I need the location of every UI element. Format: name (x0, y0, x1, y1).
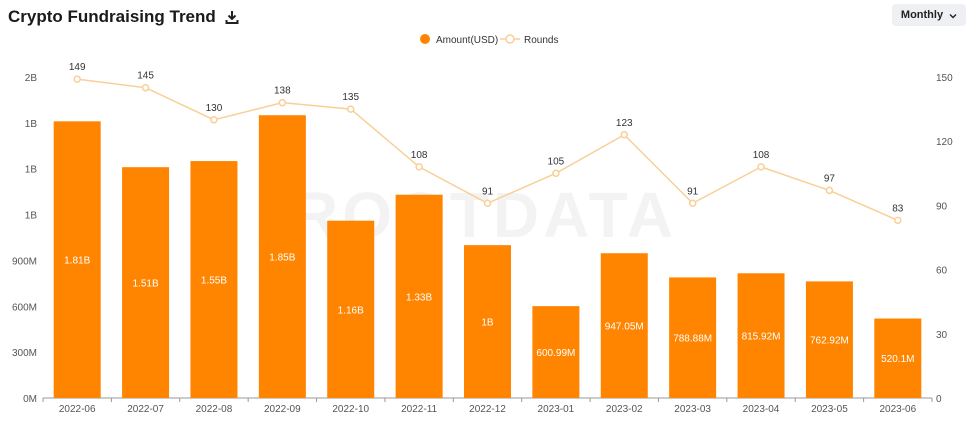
x-tick-label: 2023-03 (674, 404, 711, 415)
rounds-value-label: 83 (892, 203, 904, 214)
bar (532, 306, 580, 398)
rounds-point (757, 163, 765, 171)
y-left-tick-label: 900M (12, 256, 37, 267)
rounds-point (210, 116, 218, 124)
legend-amount-label: Amount(USD) (436, 35, 498, 46)
rounds-point (73, 75, 81, 83)
x-tick-label: 2022-07 (127, 404, 164, 415)
x-tick-label: 2022-11 (401, 404, 437, 415)
y-right-tick-label: 150 (936, 73, 953, 84)
y-left-tick-label: 2B (25, 73, 38, 84)
bar (190, 161, 238, 398)
rounds-value-label: 138 (274, 86, 291, 97)
rounds-value-label: 105 (548, 156, 565, 167)
bar-value-label: 1.55B (201, 276, 227, 287)
period-select[interactable]: Monthly (892, 4, 966, 26)
legend-rounds-marker (505, 34, 515, 44)
x-tick-label: 2023-04 (743, 404, 780, 415)
rounds-point (278, 98, 287, 107)
rounds-value-label: 130 (206, 103, 223, 114)
y-left-tick-label: 0M (23, 394, 37, 405)
y-right-tick-label: 30 (936, 330, 948, 341)
x-tick-label: 2022-12 (469, 404, 506, 415)
rounds-point (620, 131, 629, 139)
rounds-value-label: 108 (753, 150, 770, 161)
bar (395, 194, 443, 398)
rounds-point (688, 199, 697, 208)
bar (805, 281, 853, 398)
bar (464, 245, 511, 398)
x-tick-label: 2023-05 (811, 404, 848, 415)
x-tick-label: 2022-10 (332, 404, 369, 415)
rounds-value-label: 91 (687, 186, 699, 197)
chart-title: Crypto Fundraising Trend (8, 7, 216, 26)
y-left-tick-label: 1B (25, 119, 38, 130)
rounds-value-label: 97 (824, 173, 836, 184)
y-left-tick-label: 1B (25, 211, 38, 222)
bar-value-label: 1.51B (133, 279, 159, 290)
bar-value-label: 762.92M (810, 336, 849, 347)
chevron-down-icon (949, 11, 957, 19)
rounds-value-label: 91 (482, 186, 494, 197)
rounds-value-label: 145 (137, 71, 154, 82)
y-left-tick-label: 600M (12, 302, 37, 313)
rounds-point (894, 216, 902, 225)
rounds-point (415, 163, 423, 171)
rounds-value-label: 108 (411, 150, 428, 161)
rounds-value-label: 135 (342, 92, 359, 103)
bar-value-label: 600.99M (536, 348, 575, 359)
bar (53, 121, 101, 398)
rounds-point (552, 169, 560, 178)
bar-value-label: 1.81B (64, 256, 90, 267)
y-right-tick-label: 60 (936, 266, 948, 277)
rounds-point (346, 105, 355, 113)
bar-value-label: 1.33B (406, 292, 432, 303)
bar (122, 167, 170, 398)
x-tick-label: 2023-02 (606, 404, 643, 415)
rounds-point (483, 199, 492, 208)
chart-header: Crypto Fundraising Trend (8, 4, 240, 30)
bar-value-label: 1B (481, 318, 494, 329)
rounds-value-label: 149 (69, 62, 86, 73)
rounds-point (141, 83, 150, 92)
bar (258, 115, 306, 398)
rounds-value-label: 123 (616, 118, 633, 129)
bar (669, 277, 717, 398)
download-icon[interactable] (224, 9, 240, 25)
x-tick-label: 2022-06 (59, 404, 96, 415)
bar (874, 318, 922, 398)
bar-value-label: 1.16B (338, 305, 364, 316)
y-right-tick-label: 0 (936, 394, 942, 405)
y-right-tick-label: 120 (936, 137, 953, 148)
bar (327, 220, 375, 398)
x-tick-label: 2023-06 (879, 404, 916, 415)
y-right-tick-label: 90 (936, 201, 948, 212)
bar-value-label: 947.05M (605, 322, 644, 333)
period-select-value: Monthly (900, 9, 944, 21)
y-left-tick-label: 300M (12, 348, 37, 359)
bar-value-label: 788.88M (673, 334, 712, 345)
bar (600, 253, 648, 398)
legend-amount-marker (420, 34, 430, 44)
bar-value-label: 815.92M (742, 332, 781, 343)
bar-value-label: 520.1M (881, 354, 914, 365)
x-tick-label: 2022-08 (196, 404, 233, 415)
rounds-point (825, 186, 834, 195)
x-tick-label: 2022-09 (264, 404, 301, 415)
bar (737, 273, 785, 398)
x-tick-label: 2023-01 (538, 404, 575, 415)
y-left-tick-label: 1B (25, 165, 38, 176)
bar-value-label: 1.85B (269, 253, 295, 264)
legend-rounds-label: Rounds (524, 35, 558, 46)
